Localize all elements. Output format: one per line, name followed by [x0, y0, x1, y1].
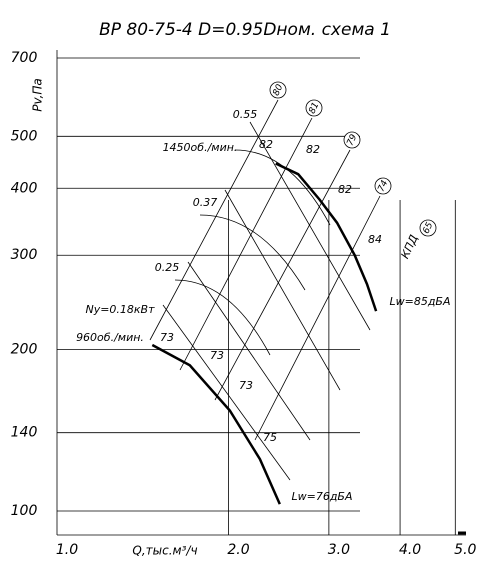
annotation: 0.37 — [193, 196, 218, 209]
power-line — [187, 261, 311, 441]
chart-title: ВР 80-75-4 D=0.95Dном. схема 1 — [99, 20, 391, 40]
power-lines — [149, 99, 381, 481]
y-tick-label: 200 — [11, 342, 38, 358]
eff-line — [149, 99, 279, 341]
legend-label: 960об./мин. — [76, 331, 144, 344]
x-tick-label: 5.0 — [454, 542, 476, 558]
y-tick-label: 140 — [11, 425, 38, 441]
power-line — [162, 304, 291, 481]
y-axis-label: Pv,Па — [31, 78, 45, 112]
annotation: 82 — [338, 183, 352, 196]
eff-circle — [419, 219, 437, 237]
annotation: 84 — [368, 233, 382, 246]
annotation: 73 — [160, 331, 174, 344]
x-axis-label: Q,тыс.м³/ч — [132, 544, 197, 558]
x-tick-label: 3.0 — [328, 542, 350, 558]
eff-label: 65 — [422, 221, 436, 236]
eff-label: 80 — [272, 83, 286, 98]
series-line — [151, 343, 281, 505]
eff-line — [214, 149, 351, 401]
y-tick-label: 100 — [11, 503, 38, 519]
eff-label: 79 — [346, 133, 360, 148]
y-tick-label: 300 — [11, 247, 38, 263]
eff-line — [254, 195, 381, 441]
x-tick-label: 2.0 — [227, 542, 249, 558]
y-tick-label: 500 — [11, 128, 38, 144]
x-tick-label: 4.0 — [399, 542, 421, 558]
annotation: 73 — [210, 349, 224, 362]
power-line — [249, 121, 371, 331]
power-arc — [199, 214, 306, 291]
y-tick-label: 700 — [11, 50, 38, 66]
x-tick-label: 1.0 — [56, 542, 78, 558]
power-arc — [174, 279, 271, 356]
power-line — [224, 189, 341, 391]
annotation: 75 — [263, 431, 277, 444]
y-tick-label: 400 — [11, 180, 38, 196]
annotation: 0.25 — [155, 261, 180, 274]
annotation: Lw=85дБА — [389, 295, 450, 308]
annotation: Lw=76дБА — [291, 490, 352, 503]
eff-line — [179, 117, 313, 371]
legend-label: 1450об./мин. — [163, 141, 238, 154]
annotation: Ny=0.18кВт — [85, 303, 155, 316]
annotation: 73 — [239, 379, 253, 392]
eff-circle — [269, 81, 287, 99]
series-line — [275, 162, 378, 312]
eff-label: 74 — [377, 179, 391, 194]
eff-circle — [343, 131, 361, 149]
annotation: 82 — [259, 138, 273, 151]
eff-label: 81 — [308, 101, 322, 116]
eff-circle — [374, 177, 392, 195]
eff-circle — [305, 99, 323, 117]
annotation: 0.55 — [233, 108, 258, 121]
annotation: 82 — [306, 143, 320, 156]
